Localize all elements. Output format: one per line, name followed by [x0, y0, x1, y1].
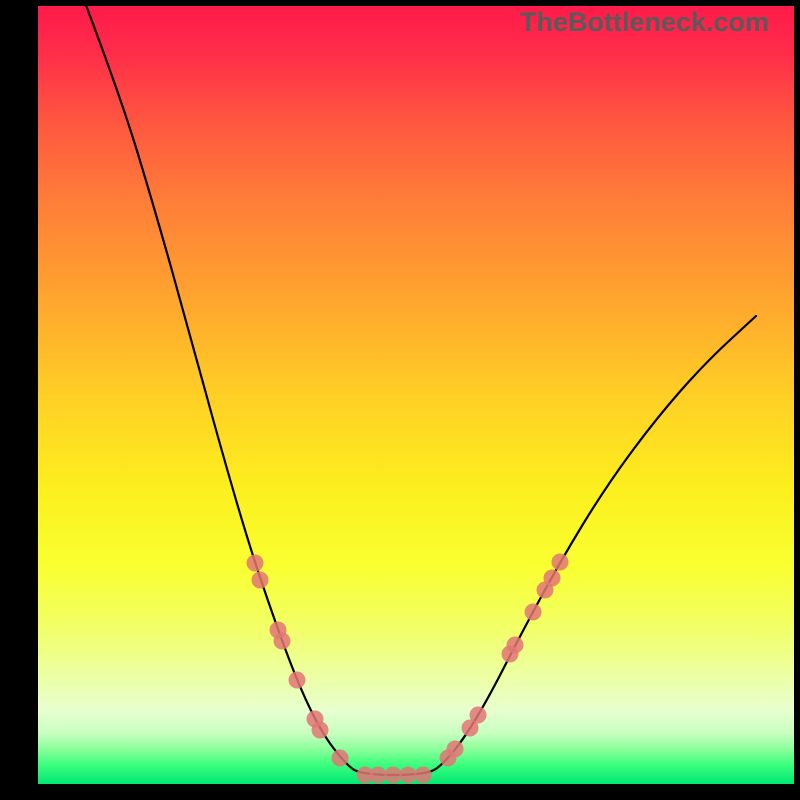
marker-dot — [470, 707, 487, 724]
plot-area — [38, 6, 794, 784]
marker-dot — [289, 672, 306, 689]
marker-dot — [274, 633, 291, 650]
marker-dot — [447, 741, 464, 758]
chart-svg — [38, 6, 794, 784]
marker-dot — [385, 767, 402, 784]
marker-dot — [525, 604, 542, 621]
marker-dot — [552, 554, 569, 571]
watermark-text: TheBottleneck.com — [520, 7, 769, 38]
marker-dot — [370, 767, 387, 784]
chart-container: TheBottleneck.com — [0, 0, 800, 800]
marker-dot — [312, 722, 329, 739]
gradient-background — [38, 6, 794, 784]
marker-dot — [332, 750, 349, 767]
marker-dot — [400, 767, 417, 784]
marker-dot — [544, 570, 561, 587]
marker-dot — [252, 572, 269, 589]
marker-dot — [247, 555, 264, 572]
marker-dot — [415, 767, 432, 784]
marker-dot — [507, 637, 524, 654]
